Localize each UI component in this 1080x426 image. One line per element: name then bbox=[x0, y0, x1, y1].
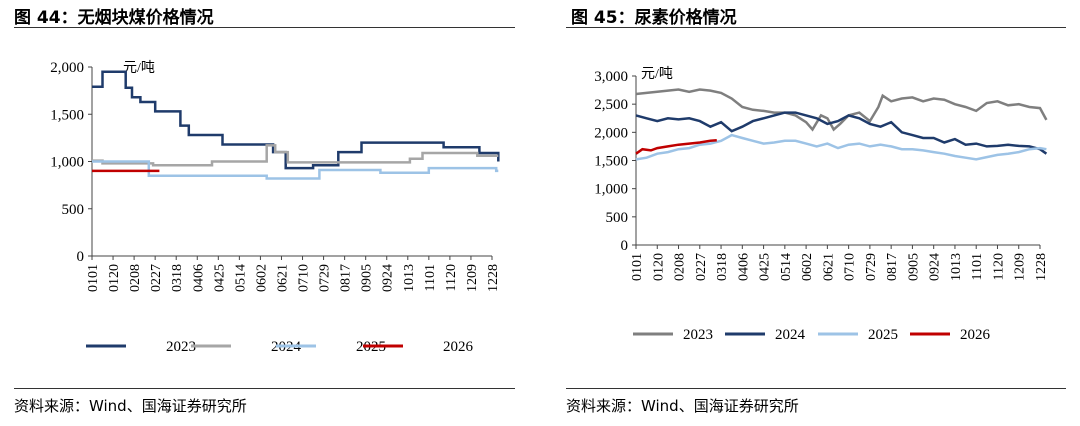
right-x-tick-label: 0621 bbox=[821, 253, 836, 281]
right-x-tick-label: 0729 bbox=[864, 253, 879, 281]
right-y-tick-label: 1,500 bbox=[594, 154, 628, 170]
right-x-tick-label: 1120 bbox=[991, 253, 1006, 280]
left-y-tick-label: 1,500 bbox=[50, 107, 84, 123]
left-x-tick-label: 0817 bbox=[339, 264, 354, 292]
right-y-tick-label: 0 bbox=[621, 238, 629, 254]
right-x-tick-label: 0514 bbox=[779, 253, 794, 281]
left-chart-title: 图 44：无烟块煤价格情况 bbox=[14, 8, 214, 28]
left-source-rule bbox=[14, 388, 515, 389]
right-x-tick-label: 0101 bbox=[630, 253, 645, 281]
right-legend-label-2023: 2023 bbox=[683, 327, 713, 343]
right-y-tick-label: 2,500 bbox=[594, 97, 628, 113]
right-y-tick-label: 3,000 bbox=[594, 69, 628, 85]
right-x-tick-label: 0208 bbox=[673, 253, 688, 281]
right-legend-label-2024: 2024 bbox=[775, 327, 806, 343]
right-x-tick-label: 0406 bbox=[736, 253, 751, 281]
right-x-tick-label: 0817 bbox=[885, 253, 900, 281]
left-title-rule bbox=[14, 27, 515, 28]
left-y-tick-label: 2,000 bbox=[50, 60, 84, 76]
left-x-tick-label: 0602 bbox=[254, 264, 269, 292]
left-x-tick-label: 0208 bbox=[128, 264, 143, 292]
left-x-tick-label: 0905 bbox=[360, 264, 375, 292]
left-y-tick-label: 1,000 bbox=[50, 155, 84, 171]
right-x-tick-label: 1228 bbox=[1034, 253, 1049, 281]
right-source-rule bbox=[566, 388, 1066, 389]
right-y-tick-label: 2,000 bbox=[594, 125, 628, 141]
left-y-tick-label: 500 bbox=[62, 202, 85, 218]
left-x-tick-label: 0406 bbox=[191, 264, 206, 292]
right-x-tick-label: 0120 bbox=[651, 253, 666, 281]
left-x-tick-label: 0425 bbox=[212, 264, 227, 292]
left-x-tick-label: 1209 bbox=[465, 264, 480, 292]
right-x-tick-label: 0227 bbox=[694, 253, 709, 281]
left-series-2023 bbox=[92, 70, 500, 170]
left-x-tick-label: 0621 bbox=[275, 264, 290, 292]
left-x-tick-label: 0101 bbox=[86, 264, 101, 292]
right-series-2024 bbox=[635, 111, 1048, 155]
right-series-2025 bbox=[635, 133, 1047, 161]
right-x-tick-label: 0710 bbox=[843, 253, 858, 281]
left-x-tick-label: 1120 bbox=[444, 264, 459, 291]
right-series-2026 bbox=[635, 138, 717, 155]
right-x-tick-label: 1013 bbox=[949, 253, 964, 281]
right-chart-title: 图 45：尿素价格情况 bbox=[571, 8, 737, 28]
left-series-2025 bbox=[92, 160, 499, 180]
right-x-tick-label: 0924 bbox=[928, 253, 943, 281]
right-title-rule bbox=[566, 27, 1066, 28]
right-legend-label-2025: 2025 bbox=[868, 327, 898, 343]
right-y-tick-label: 1,000 bbox=[594, 182, 628, 198]
left-x-tick-label: 0318 bbox=[170, 264, 185, 292]
right-x-tick-label: 0425 bbox=[758, 253, 773, 281]
right-y-tick-label: 500 bbox=[606, 210, 629, 226]
right-source: 资料来源：Wind、国海证券研究所 bbox=[566, 397, 799, 415]
left-y-tick-label: 0 bbox=[77, 249, 85, 265]
left-x-tick-label: 0729 bbox=[318, 264, 333, 292]
left-x-tick-label: 0514 bbox=[233, 264, 248, 292]
left-x-tick-label: 1228 bbox=[486, 264, 501, 292]
left-x-tick-label: 1101 bbox=[423, 264, 438, 291]
left-x-tick-label: 0924 bbox=[381, 264, 396, 292]
right-unit-label: 元/吨 bbox=[641, 66, 673, 82]
right-x-tick-label: 0318 bbox=[715, 253, 730, 281]
left-legend-label-2023: 2023 bbox=[166, 339, 196, 355]
left-x-tick-label: 0710 bbox=[297, 264, 312, 292]
left-x-tick-label: 0120 bbox=[107, 264, 122, 292]
right-series-2023 bbox=[635, 88, 1048, 132]
right-legend-label-2026: 2026 bbox=[960, 327, 991, 343]
right-x-tick-label: 1209 bbox=[1013, 253, 1028, 281]
left-x-tick-label: 1013 bbox=[402, 264, 417, 292]
left-unit-label: 元/吨 bbox=[123, 60, 155, 76]
left-x-tick-label: 0227 bbox=[149, 264, 164, 292]
left-legend-label-2026: 2026 bbox=[443, 339, 474, 355]
left-series-2024 bbox=[92, 144, 499, 167]
left-source: 资料来源：Wind、国海证券研究所 bbox=[14, 397, 247, 415]
right-x-tick-label: 0602 bbox=[800, 253, 815, 281]
right-x-tick-label: 0905 bbox=[906, 253, 921, 281]
right-x-tick-label: 1101 bbox=[970, 253, 985, 280]
